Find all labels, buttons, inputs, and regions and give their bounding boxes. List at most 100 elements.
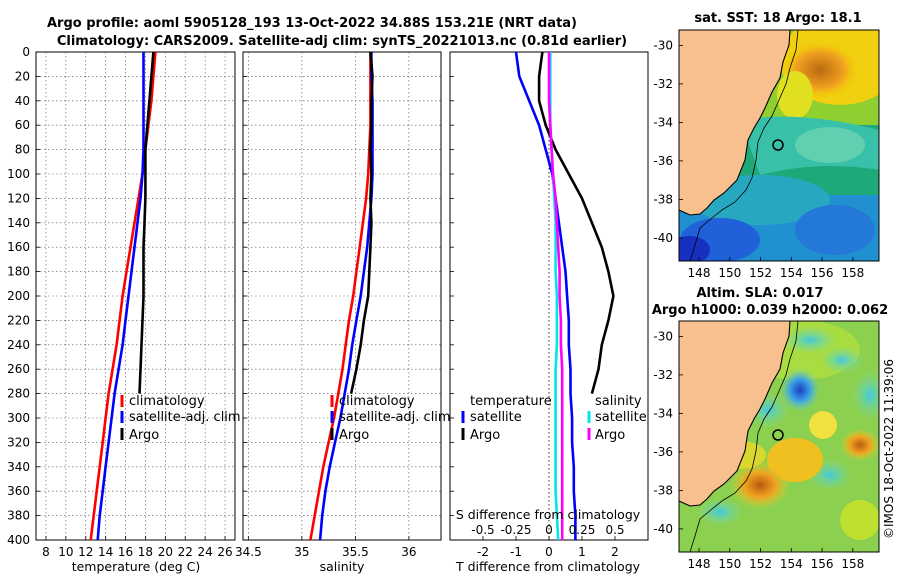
map-x-tick-label: 152 (749, 557, 772, 571)
series-line-argo (349, 51, 374, 394)
map-y-tick-label: -32 (653, 368, 673, 382)
depth-tick-label: 180 (7, 265, 30, 279)
x-tick-label: 22 (178, 545, 193, 559)
depth-tick-label: 380 (7, 509, 30, 523)
map-y-tick-label: -40 (653, 522, 673, 536)
x-tick-label: 20 (158, 545, 173, 559)
map-y-tick-label: -36 (653, 154, 673, 168)
sst-map-title: sat. SST: 18 Argo: 18.1 (694, 11, 861, 26)
depth-tick-label: 400 (7, 533, 30, 547)
x-tick-label: 8 (42, 545, 50, 559)
map-y-tick-label: -30 (653, 329, 673, 343)
temperature-gridlines (36, 52, 235, 540)
map-y-tick-label: -38 (653, 483, 673, 497)
sla-map: Altim. SLA: 0.017 Argo h1000: 0.039 h200… (652, 286, 888, 571)
sla-map-argo-marker (772, 429, 784, 441)
sla-map-field (679, 321, 879, 552)
x-tick-label: 16 (118, 545, 133, 559)
map-y-tick-label: -40 (653, 231, 673, 245)
map-x-tick-label: 154 (780, 557, 803, 571)
series-line-t-argo (537, 51, 615, 394)
depth-tick-label: 340 (7, 460, 30, 474)
map-x-tick-label: 158 (841, 557, 864, 571)
legend-label-climatology: climatology (129, 394, 205, 409)
x-tick-label: 34.5 (235, 545, 262, 559)
depth-tick-label: 80 (15, 143, 30, 157)
map-y-tick-label: -34 (653, 115, 673, 129)
difference-xlabel: T difference from climatology (455, 559, 641, 574)
salinity-series (309, 51, 374, 541)
x-tick-label: 1 (578, 545, 586, 559)
map-y-tick-label: -38 (653, 192, 673, 206)
x-tick-label: 35 (294, 545, 309, 559)
salinity-gridlines (243, 52, 441, 540)
map-x-tick-label: 148 (688, 557, 711, 571)
sst-map-x-ticks: 148 150 152 154 156 158 (688, 257, 864, 280)
x-tick-label: 26 (217, 545, 232, 559)
depth-tick-label: 140 (7, 216, 30, 230)
sst-map-y-ticks: -30 -32 -34 -36 -38 -40 (653, 38, 683, 245)
sla-map-y-ticks: -30 -32 -34 -36 -38 -40 (653, 329, 683, 536)
salinity-xlabel: salinity (320, 559, 365, 574)
x-tick-label: 2 (611, 545, 619, 559)
temperature-xlabel: temperature (deg C) (72, 559, 201, 574)
s-tick-label: 0.25 (569, 523, 596, 537)
sla-map-land (679, 321, 790, 506)
sla-map-title-line2: Argo h1000: 0.039 h2000: 0.062 (652, 303, 888, 318)
legend-label-satellite: satellite-adj. clim (339, 410, 451, 425)
series-line-satellite-adj-clim (318, 52, 374, 541)
s-difference-ticks: -0.5 -0.25 0 0.25 0.5 (471, 523, 624, 537)
x-tick-label: 10 (58, 545, 73, 559)
temperature-x-ticks: 8 10 12 14 16 18 20 22 24 26 (36, 51, 233, 559)
x-tick-label: 12 (78, 545, 93, 559)
map-x-tick-label: 154 (780, 266, 803, 280)
sla-map-shelf-contour (689, 321, 799, 552)
legend-label-t-argo: Argo (470, 428, 500, 443)
s-tick-label: -0.25 (500, 523, 531, 537)
legend-label-climatology: climatology (339, 394, 415, 409)
sla-map-title-line1: Altim. SLA: 0.017 (697, 286, 824, 301)
depth-tick-label: 160 (7, 240, 30, 254)
map-y-tick-label: -32 (653, 77, 673, 91)
series-line-satellite-adj-clim (96, 52, 145, 541)
temperature-panel: 8 10 12 14 16 18 20 22 24 26 0 20 40 60 80 100 120 140 16… (7, 45, 241, 574)
depth-tick-label: 60 (15, 118, 30, 132)
depth-tick-label: 200 (7, 289, 30, 303)
sst-map-field (679, 30, 879, 261)
legend-label-argo: Argo (129, 428, 159, 443)
x-tick-label: -2 (477, 545, 489, 559)
sst-map-argo-marker (772, 139, 784, 151)
difference-panel: -2 -1 0 1 2 S difference from climatology -0… (449, 51, 649, 574)
depth-tick-label: 0 (22, 45, 30, 59)
s-difference-label: S difference from climatology (456, 507, 641, 522)
depth-tick-label: 300 (7, 411, 30, 425)
series-line-t-satellite (514, 51, 577, 540)
x-tick-label: 24 (198, 545, 213, 559)
map-y-tick-label: -36 (653, 445, 673, 459)
sla-map-coastline (679, 321, 791, 507)
temperature-y-ticks: 0 20 40 60 80 100 120 140 160 180 200 220 240 260 280 3… (7, 45, 30, 547)
map-y-tick-label: -34 (653, 406, 673, 420)
sst-map-shelf-contour (689, 30, 799, 261)
sla-map-x-ticks: 148 150 152 154 156 158 (688, 548, 864, 571)
depth-tick-label: 280 (7, 387, 30, 401)
x-tick-label: -1 (510, 545, 522, 559)
sla-map-frame (678, 320, 880, 553)
legend-temperature-header: temperature (470, 394, 552, 409)
depth-tick-label: 360 (7, 484, 30, 498)
depth-tick-label: 320 (7, 435, 30, 449)
s-tick-label: 0.5 (605, 523, 624, 537)
s-tick-label: 0 (545, 523, 553, 537)
map-y-tick-label: -30 (653, 38, 673, 52)
x-tick-label: 35.5 (342, 545, 369, 559)
legend-salinity-header: salinity (595, 394, 642, 409)
copyright-stamp: ©IMOS 18-Oct-2022 11:39:06 (882, 359, 896, 539)
map-x-tick-label: 152 (749, 266, 772, 280)
temperature-legend: climatology satellite-adj. clim Argo (120, 394, 241, 443)
legend-label-t-satellite: satellite (470, 410, 522, 425)
sst-map-land (679, 30, 790, 215)
depth-tick-label: 120 (7, 191, 30, 205)
map-x-tick-label: 150 (718, 266, 741, 280)
map-x-tick-label: 158 (841, 266, 864, 280)
